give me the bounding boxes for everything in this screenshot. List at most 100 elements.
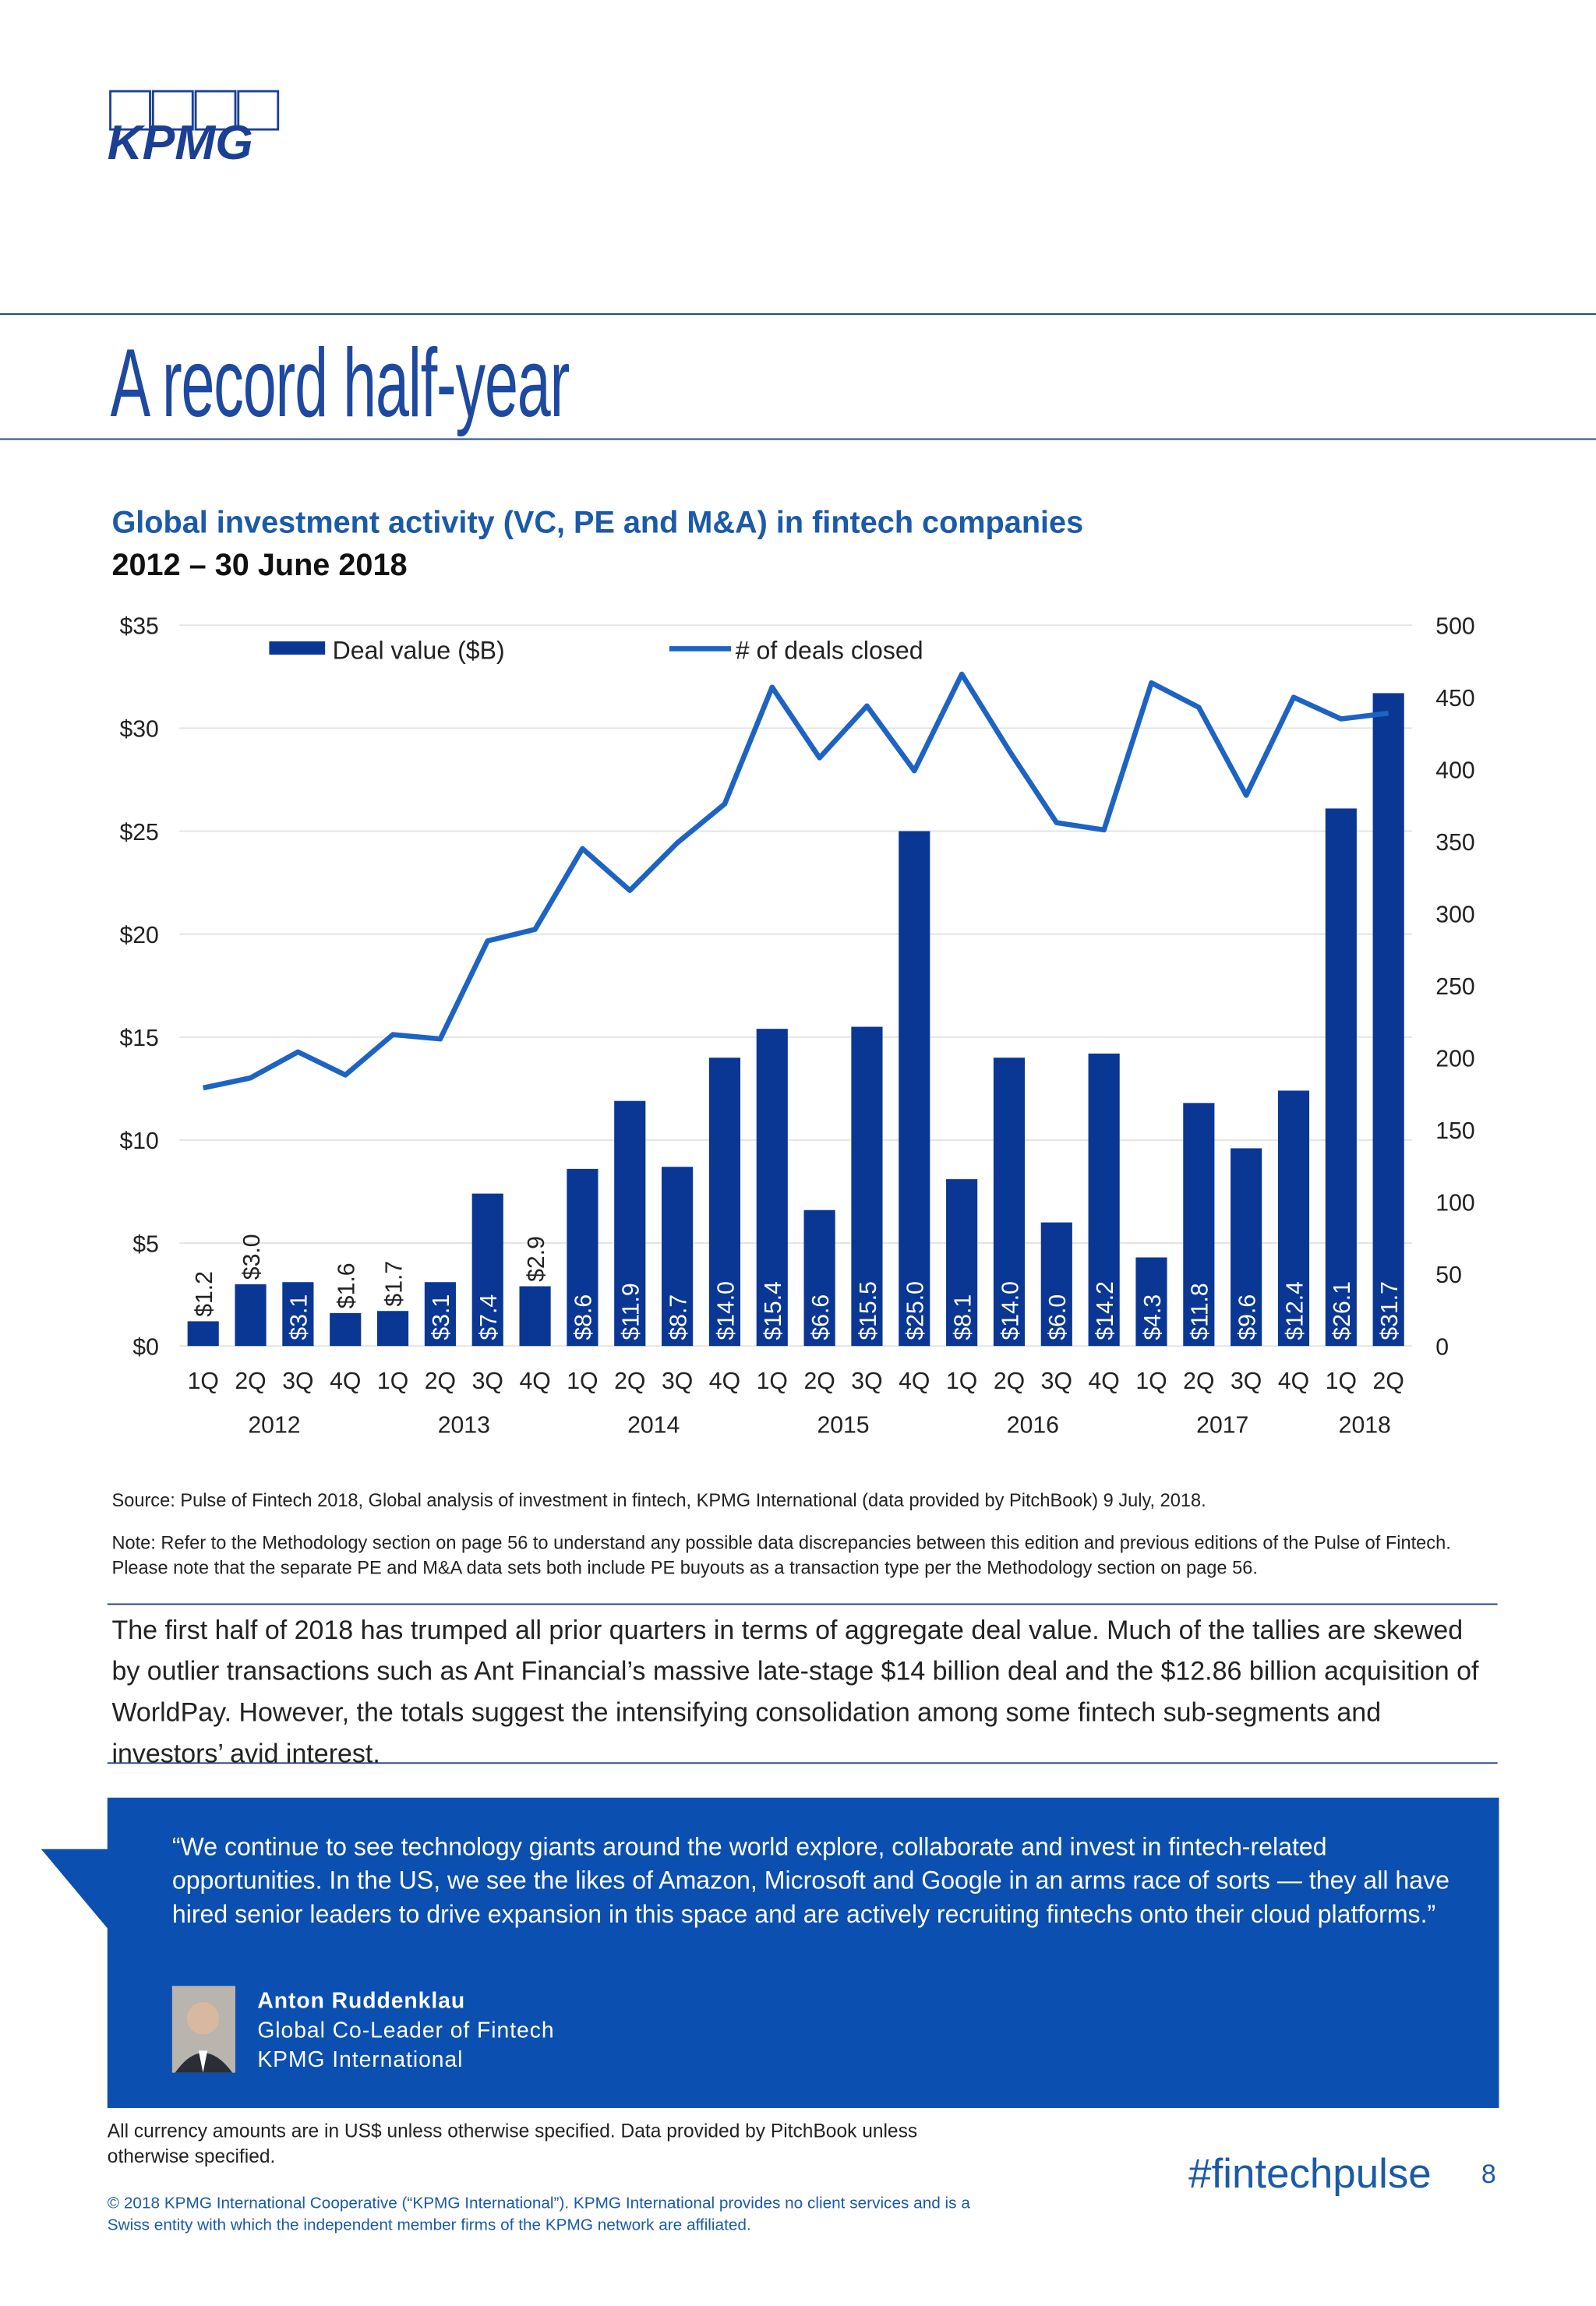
x-tick-label: 1Q bbox=[1326, 1368, 1357, 1394]
y2-tick-label: 350 bbox=[1435, 830, 1474, 856]
y-tick-label: $0 bbox=[132, 1334, 159, 1360]
bar bbox=[519, 1286, 551, 1347]
quote-box bbox=[41, 1797, 1499, 2108]
x-tick-label: 2Q bbox=[1183, 1368, 1214, 1394]
data-label: $31.7 bbox=[1377, 1281, 1403, 1340]
bar bbox=[1325, 808, 1357, 1347]
rule bbox=[0, 313, 1596, 315]
x-tick-label: 4Q bbox=[1089, 1368, 1120, 1394]
bar bbox=[1135, 1257, 1167, 1347]
y2-tick-label: 400 bbox=[1435, 758, 1474, 784]
bar bbox=[803, 1210, 835, 1347]
bar bbox=[330, 1312, 362, 1347]
y2-tick-label: 500 bbox=[1435, 614, 1474, 640]
x-tick-label: 1Q bbox=[188, 1368, 219, 1394]
rule bbox=[107, 1603, 1498, 1605]
x-tick-label: 3Q bbox=[282, 1368, 313, 1394]
data-label: $6.6 bbox=[808, 1294, 834, 1340]
bar bbox=[282, 1282, 314, 1347]
bar bbox=[235, 1284, 267, 1347]
y-tick-label: $15 bbox=[119, 1026, 158, 1051]
legend-label: Deal value ($B) bbox=[333, 637, 505, 665]
bar bbox=[187, 1321, 219, 1347]
data-label: $26.1 bbox=[1329, 1281, 1355, 1340]
y-tick-label: $25 bbox=[119, 820, 158, 846]
bar bbox=[899, 831, 930, 1347]
quote-role: Global Co-Leader of Fintech bbox=[257, 2018, 555, 2043]
y2-tick-label: 250 bbox=[1435, 974, 1474, 1000]
x-group-label: 2014 bbox=[627, 1413, 680, 1439]
quote-org: KPMG International bbox=[257, 2047, 464, 2073]
y-tick-label: $30 bbox=[119, 717, 158, 743]
data-label: $8.1 bbox=[950, 1294, 976, 1340]
y2-tick-label: 50 bbox=[1435, 1262, 1462, 1288]
bar bbox=[1372, 693, 1404, 1347]
bar bbox=[424, 1282, 456, 1347]
x-tick-label: 4Q bbox=[709, 1368, 740, 1394]
note: Note: Refer to the Methodology section o… bbox=[111, 1532, 1451, 1579]
x-tick-label: 3Q bbox=[1231, 1368, 1262, 1394]
y-tick-label: $5 bbox=[132, 1231, 159, 1257]
x-group-label: 2015 bbox=[817, 1413, 869, 1439]
bar bbox=[614, 1100, 646, 1347]
bar bbox=[1040, 1222, 1072, 1347]
x-group-label: 2018 bbox=[1339, 1413, 1391, 1439]
x-tick-label: 2Q bbox=[1373, 1368, 1404, 1394]
bar bbox=[993, 1058, 1026, 1347]
page-number: 8 bbox=[1481, 2159, 1496, 2189]
chart-title: Global investment activity (VC, PE and M… bbox=[111, 506, 1084, 540]
x-tick-label: 3Q bbox=[472, 1368, 503, 1394]
x-tick-label: 1Q bbox=[377, 1368, 408, 1394]
data-label: $3.1 bbox=[287, 1294, 312, 1340]
x-tick-label: 2Q bbox=[235, 1368, 266, 1394]
x-tick-label: 1Q bbox=[1135, 1368, 1167, 1394]
data-label: $1.7 bbox=[381, 1261, 407, 1307]
data-label: $1.6 bbox=[334, 1262, 360, 1308]
y2-tick-label: 300 bbox=[1435, 902, 1474, 928]
bar bbox=[662, 1167, 694, 1347]
x-tick-label: 1Q bbox=[946, 1368, 977, 1394]
y2-tick-label: 150 bbox=[1435, 1118, 1474, 1144]
data-label: $14.0 bbox=[998, 1281, 1023, 1340]
paragraph: The first half of 2018 has trumped all p… bbox=[111, 1615, 1479, 1768]
y-tick-label: $35 bbox=[119, 614, 158, 640]
x-tick-label: 4Q bbox=[330, 1368, 361, 1394]
data-label: $3.1 bbox=[429, 1294, 454, 1340]
data-label: $8.7 bbox=[666, 1294, 691, 1340]
legend-label: # of deals closed bbox=[736, 637, 923, 665]
bar bbox=[851, 1026, 883, 1347]
quote-text: “We continue to see technology giants ar… bbox=[171, 1832, 1450, 1929]
bar bbox=[376, 1311, 409, 1347]
x-tick-label: 3Q bbox=[662, 1368, 693, 1394]
bar bbox=[756, 1029, 788, 1347]
bar bbox=[708, 1058, 741, 1347]
rule bbox=[0, 438, 1596, 440]
line bbox=[203, 671, 1389, 1091]
y2-tick-label: 100 bbox=[1435, 1190, 1474, 1216]
x-tick-label: 3Q bbox=[1041, 1368, 1072, 1394]
data-label: $3.0 bbox=[239, 1234, 265, 1280]
y2-tick-label: 450 bbox=[1435, 686, 1474, 712]
data-label: $9.6 bbox=[1234, 1294, 1260, 1340]
data-label: $15.4 bbox=[761, 1281, 786, 1340]
footer-note: All currency amounts are in US$ unless o… bbox=[107, 2120, 918, 2167]
data-label: $4.3 bbox=[1140, 1294, 1166, 1340]
x-tick-label: 2Q bbox=[425, 1368, 456, 1394]
data-label: $14.0 bbox=[713, 1281, 739, 1340]
x-tick-label: 2Q bbox=[803, 1368, 835, 1394]
x-tick-label: 2Q bbox=[614, 1368, 645, 1394]
source: Source: Pulse of Fintech 2018, Global an… bbox=[111, 1490, 1206, 1511]
x-group-label: 2017 bbox=[1196, 1413, 1248, 1439]
logo: KPMG bbox=[108, 90, 280, 164]
y-tick-label: $10 bbox=[119, 1128, 158, 1154]
copyright: © 2018 KPMG International Cooperative (“… bbox=[107, 2195, 970, 2235]
x-tick-label: 4Q bbox=[899, 1368, 930, 1394]
data-label: $12.4 bbox=[1282, 1281, 1308, 1340]
chart: $0 $5 $10 $15 $20 $25 $30 $35 0 50 100 150 200 250 300… bbox=[119, 614, 1474, 1439]
data-label: $15.5 bbox=[856, 1281, 881, 1340]
data-label: $7.4 bbox=[476, 1294, 502, 1340]
x-tick-label: 1Q bbox=[757, 1368, 788, 1394]
bar bbox=[1183, 1103, 1215, 1347]
data-label: $6.0 bbox=[1045, 1294, 1071, 1340]
bar bbox=[1277, 1090, 1310, 1347]
